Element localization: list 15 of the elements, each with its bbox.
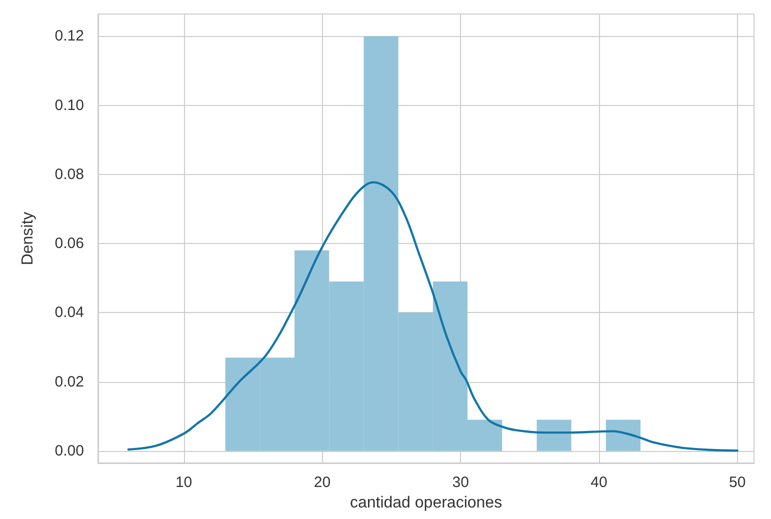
line-series [127,181,738,452]
y-tick-label: 0.12 [54,28,84,45]
x-tick-label: 20 [314,474,331,491]
y-tick-label: 0.04 [54,304,84,322]
y-axis-title: Density [20,212,36,266]
x-axis-title: cantidad operaciones [350,494,502,512]
y-tick-label: 0.10 [54,96,84,114]
y-tick-label: 0.02 [54,373,84,390]
y-tick-label: 0.08 [54,166,84,183]
x-tick-label: 30 [452,474,469,491]
x-tick-label: 10 [175,474,192,491]
y-tick-label: 0.00 [54,442,84,460]
y-tick-label: 0.06 [54,235,84,252]
x-tick-label: 50 [729,474,746,491]
x-tick-label: 40 [590,474,608,491]
